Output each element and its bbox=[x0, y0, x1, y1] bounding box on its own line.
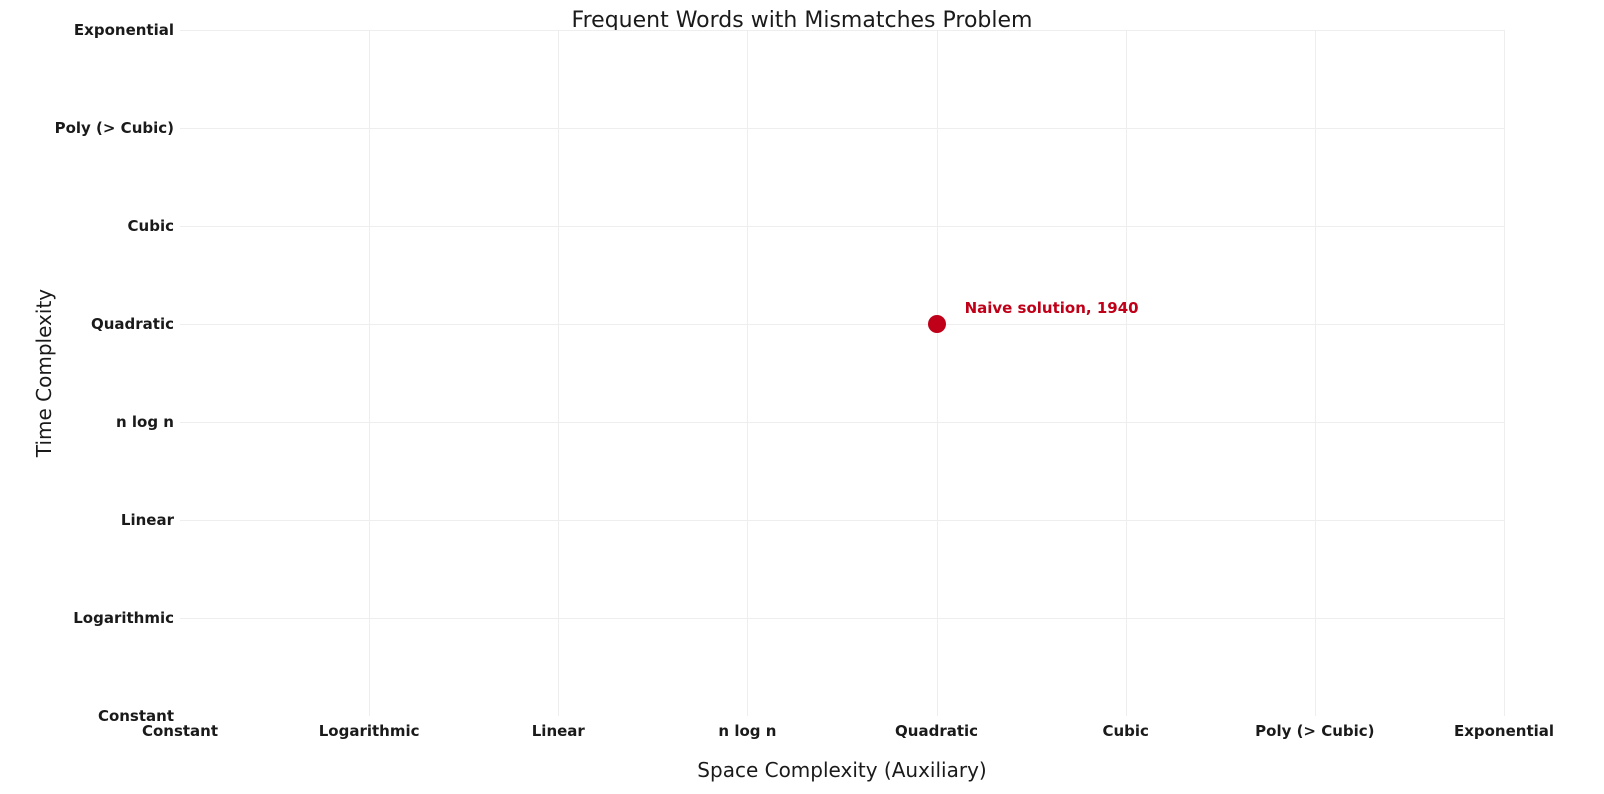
y-tick-label: Exponential bbox=[74, 21, 174, 39]
gridline-horizontal bbox=[180, 324, 1504, 325]
gridline-horizontal bbox=[180, 520, 1504, 521]
y-tick-label: Logarithmic bbox=[73, 609, 174, 627]
x-tick-label: Cubic bbox=[1102, 722, 1148, 740]
gridline-vertical bbox=[369, 30, 370, 716]
x-tick-label: Poly (> Cubic) bbox=[1255, 722, 1374, 740]
x-tick-label: Exponential bbox=[1454, 722, 1554, 740]
y-tick-label: Quadratic bbox=[91, 315, 174, 333]
plot-area: Naive solution, 1940 bbox=[180, 30, 1504, 716]
gridline-vertical bbox=[558, 30, 559, 716]
y-tick-label: Cubic bbox=[128, 217, 174, 235]
data-point-marker bbox=[928, 315, 946, 333]
gridline-vertical bbox=[747, 30, 748, 716]
gridline-horizontal bbox=[180, 618, 1504, 619]
gridline-horizontal bbox=[180, 422, 1504, 423]
y-axis-label: Time Complexity bbox=[32, 289, 56, 457]
gridline-horizontal bbox=[180, 30, 1504, 31]
x-tick-label: Linear bbox=[532, 722, 585, 740]
x-axis-label: Space Complexity (Auxiliary) bbox=[697, 758, 986, 782]
y-tick-label: Linear bbox=[121, 511, 174, 529]
gridline-horizontal bbox=[180, 226, 1504, 227]
x-tick-label: Logarithmic bbox=[319, 722, 420, 740]
gridline-vertical bbox=[1126, 30, 1127, 716]
gridline-vertical bbox=[937, 30, 938, 716]
chart-container: Frequent Words with Mismatches Problem N… bbox=[0, 0, 1604, 794]
data-point-label: Naive solution, 1940 bbox=[965, 299, 1139, 317]
gridline-horizontal bbox=[180, 128, 1504, 129]
x-tick-label: n log n bbox=[718, 722, 776, 740]
y-tick-label: Poly (> Cubic) bbox=[55, 119, 174, 137]
y-tick-label: n log n bbox=[116, 413, 174, 431]
x-tick-label: Quadratic bbox=[895, 722, 978, 740]
y-tick-label: Constant bbox=[98, 707, 174, 725]
gridline-vertical bbox=[1504, 30, 1505, 716]
gridline-vertical bbox=[1315, 30, 1316, 716]
